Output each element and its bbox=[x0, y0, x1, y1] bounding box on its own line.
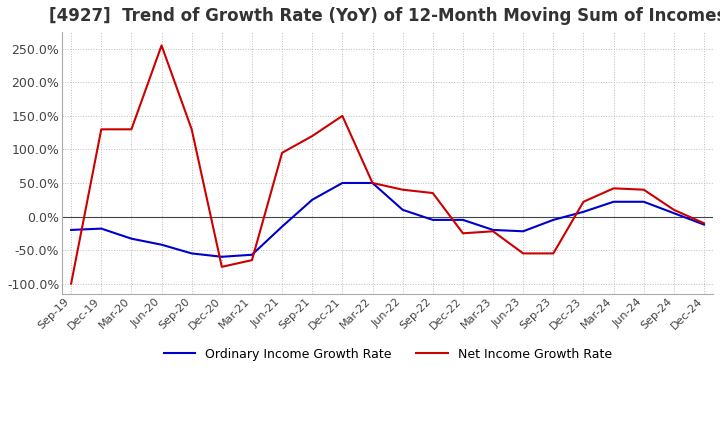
Net Income Growth Rate bbox=[639, 187, 648, 192]
Ordinary Income Growth Rate bbox=[127, 236, 136, 241]
Ordinary Income Growth Rate bbox=[700, 222, 708, 227]
Net Income Growth Rate bbox=[217, 264, 226, 269]
Ordinary Income Growth Rate bbox=[67, 227, 76, 233]
Net Income Growth Rate bbox=[308, 133, 317, 139]
Ordinary Income Growth Rate bbox=[459, 217, 467, 223]
Ordinary Income Growth Rate bbox=[157, 242, 166, 247]
Legend: Ordinary Income Growth Rate, Net Income Growth Rate: Ordinary Income Growth Rate, Net Income … bbox=[158, 343, 616, 366]
Ordinary Income Growth Rate bbox=[519, 229, 528, 234]
Ordinary Income Growth Rate bbox=[609, 199, 618, 205]
Net Income Growth Rate bbox=[428, 191, 437, 196]
Net Income Growth Rate bbox=[338, 113, 347, 118]
Net Income Growth Rate bbox=[368, 180, 377, 186]
Net Income Growth Rate bbox=[248, 257, 256, 263]
Net Income Growth Rate bbox=[579, 199, 588, 205]
Net Income Growth Rate bbox=[278, 150, 287, 155]
Net Income Growth Rate bbox=[459, 231, 467, 236]
Ordinary Income Growth Rate bbox=[579, 209, 588, 214]
Net Income Growth Rate bbox=[187, 127, 196, 132]
Net Income Growth Rate bbox=[670, 207, 678, 213]
Net Income Growth Rate bbox=[398, 187, 407, 192]
Ordinary Income Growth Rate bbox=[248, 252, 256, 257]
Net Income Growth Rate bbox=[700, 220, 708, 226]
Ordinary Income Growth Rate bbox=[398, 207, 407, 213]
Ordinary Income Growth Rate bbox=[670, 210, 678, 216]
Ordinary Income Growth Rate bbox=[187, 251, 196, 256]
Net Income Growth Rate bbox=[157, 43, 166, 48]
Ordinary Income Growth Rate bbox=[308, 197, 317, 202]
Ordinary Income Growth Rate bbox=[97, 226, 106, 231]
Net Income Growth Rate bbox=[549, 251, 558, 256]
Ordinary Income Growth Rate bbox=[428, 217, 437, 223]
Ordinary Income Growth Rate bbox=[549, 217, 558, 223]
Net Income Growth Rate bbox=[519, 251, 528, 256]
Net Income Growth Rate bbox=[127, 127, 136, 132]
Ordinary Income Growth Rate bbox=[368, 180, 377, 186]
Net Income Growth Rate bbox=[97, 127, 106, 132]
Ordinary Income Growth Rate bbox=[338, 180, 347, 186]
Ordinary Income Growth Rate bbox=[217, 254, 226, 260]
Ordinary Income Growth Rate bbox=[489, 227, 498, 233]
Line: Ordinary Income Growth Rate: Ordinary Income Growth Rate bbox=[71, 183, 704, 257]
Title: [4927]  Trend of Growth Rate (YoY) of 12-Month Moving Sum of Incomes: [4927] Trend of Growth Rate (YoY) of 12-… bbox=[49, 7, 720, 25]
Net Income Growth Rate bbox=[489, 229, 498, 234]
Net Income Growth Rate bbox=[67, 281, 76, 286]
Ordinary Income Growth Rate bbox=[278, 224, 287, 229]
Line: Net Income Growth Rate: Net Income Growth Rate bbox=[71, 45, 704, 284]
Net Income Growth Rate bbox=[609, 186, 618, 191]
Ordinary Income Growth Rate bbox=[639, 199, 648, 205]
